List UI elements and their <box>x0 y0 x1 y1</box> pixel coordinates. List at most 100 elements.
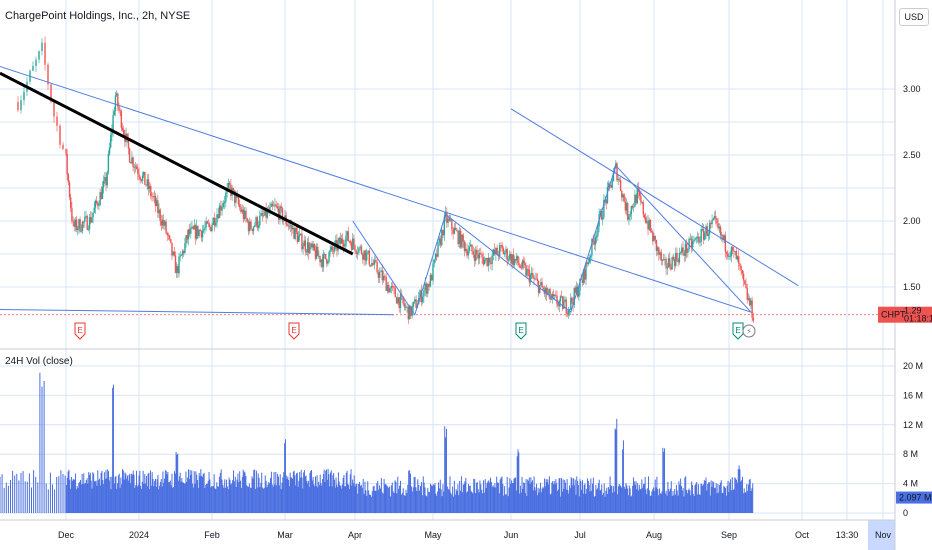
candle-body <box>738 256 740 264</box>
candle-body <box>587 262 590 265</box>
candle-body <box>521 260 524 268</box>
earnings-marker <box>732 322 744 340</box>
candle-body <box>197 225 199 237</box>
candle-body <box>97 202 99 206</box>
candle-body <box>667 258 670 268</box>
candle-body <box>638 191 641 196</box>
candle-body <box>432 263 434 281</box>
candle-body <box>53 101 55 117</box>
candle-body <box>610 184 612 188</box>
candle-body <box>255 217 257 226</box>
candle-body <box>363 250 365 260</box>
candle-body <box>384 275 386 278</box>
rising-resistance-line <box>0 71 354 256</box>
candle-body <box>722 234 724 241</box>
candle-body <box>470 244 472 247</box>
candle-body <box>700 229 702 243</box>
candle-body <box>90 217 92 223</box>
candle-body <box>372 263 374 265</box>
time-tick-label: Dec <box>58 530 75 540</box>
candle-body <box>677 259 679 263</box>
candle-body <box>356 252 359 254</box>
candle-body <box>564 299 566 302</box>
candle-body <box>152 196 154 198</box>
candle-body <box>300 233 302 235</box>
candle-body <box>630 206 633 215</box>
candle-body <box>586 262 588 265</box>
candle-body <box>362 253 364 260</box>
candle-body <box>563 301 565 309</box>
candle-body <box>541 281 543 288</box>
candle-body <box>164 221 166 226</box>
candle-body <box>262 215 265 217</box>
candle-body <box>386 284 389 292</box>
candle-body <box>321 259 323 268</box>
candle-body <box>588 257 591 263</box>
candle-body <box>245 210 247 219</box>
candle-body <box>415 299 417 308</box>
candle-body <box>247 221 250 232</box>
candle-body <box>590 255 592 258</box>
candle-body <box>110 134 112 148</box>
candle-body <box>270 203 272 207</box>
candle-body <box>495 247 497 255</box>
currency-button[interactable]: USD <box>899 8 929 26</box>
candle-body <box>198 229 200 237</box>
candle-body <box>436 253 438 257</box>
candle-body <box>108 147 111 154</box>
candle-body <box>140 179 143 181</box>
candle-body <box>562 296 564 309</box>
candle-body <box>688 238 690 250</box>
candle-body <box>617 179 619 181</box>
candle-body <box>711 220 713 225</box>
candle-body <box>471 244 473 252</box>
candle-body <box>203 229 205 231</box>
candle-body <box>618 179 621 181</box>
candle-body <box>291 225 293 230</box>
candle-body <box>612 172 615 182</box>
candle-body <box>493 249 496 255</box>
time-tick-label: May <box>424 530 442 540</box>
candle-body <box>20 100 22 111</box>
candle-body <box>456 230 458 232</box>
candle-body <box>271 203 274 207</box>
candle-body <box>72 220 74 222</box>
candle-body <box>220 205 222 211</box>
candle-body <box>522 260 525 264</box>
candle-body <box>93 207 95 213</box>
candle-body <box>118 106 120 111</box>
candle-body <box>154 196 157 206</box>
earnings-marker-label: E <box>735 326 740 335</box>
candle-body <box>451 219 453 230</box>
candle-body <box>647 221 649 230</box>
candle-body <box>59 125 61 145</box>
candle-body <box>65 148 67 154</box>
candle-body <box>403 303 406 308</box>
candle-body <box>735 251 737 260</box>
candle-body <box>528 269 531 283</box>
candle-body <box>105 177 107 186</box>
candle-body <box>483 259 486 265</box>
candle-body <box>406 306 408 308</box>
volume-panel-title[interactable]: 24H Vol (close) <box>5 356 73 367</box>
candle-body <box>504 252 506 255</box>
flat-support-line <box>0 308 395 316</box>
candle-body <box>324 254 327 259</box>
candle-body <box>302 246 304 250</box>
candle-body <box>501 245 503 249</box>
candle-body <box>568 308 571 310</box>
candle-body <box>193 225 196 230</box>
candle-body <box>340 238 343 244</box>
candle-body <box>646 221 648 223</box>
candle-body <box>485 257 487 260</box>
candle-body <box>556 295 558 305</box>
candle-body <box>393 286 395 289</box>
candle-body <box>242 209 245 220</box>
candle-body <box>704 233 706 240</box>
descending-channel-upper <box>510 108 799 287</box>
candle-body <box>452 229 454 234</box>
candle-body <box>99 192 101 206</box>
candle-body <box>167 234 170 236</box>
earnings-marker-label: E <box>291 326 296 335</box>
